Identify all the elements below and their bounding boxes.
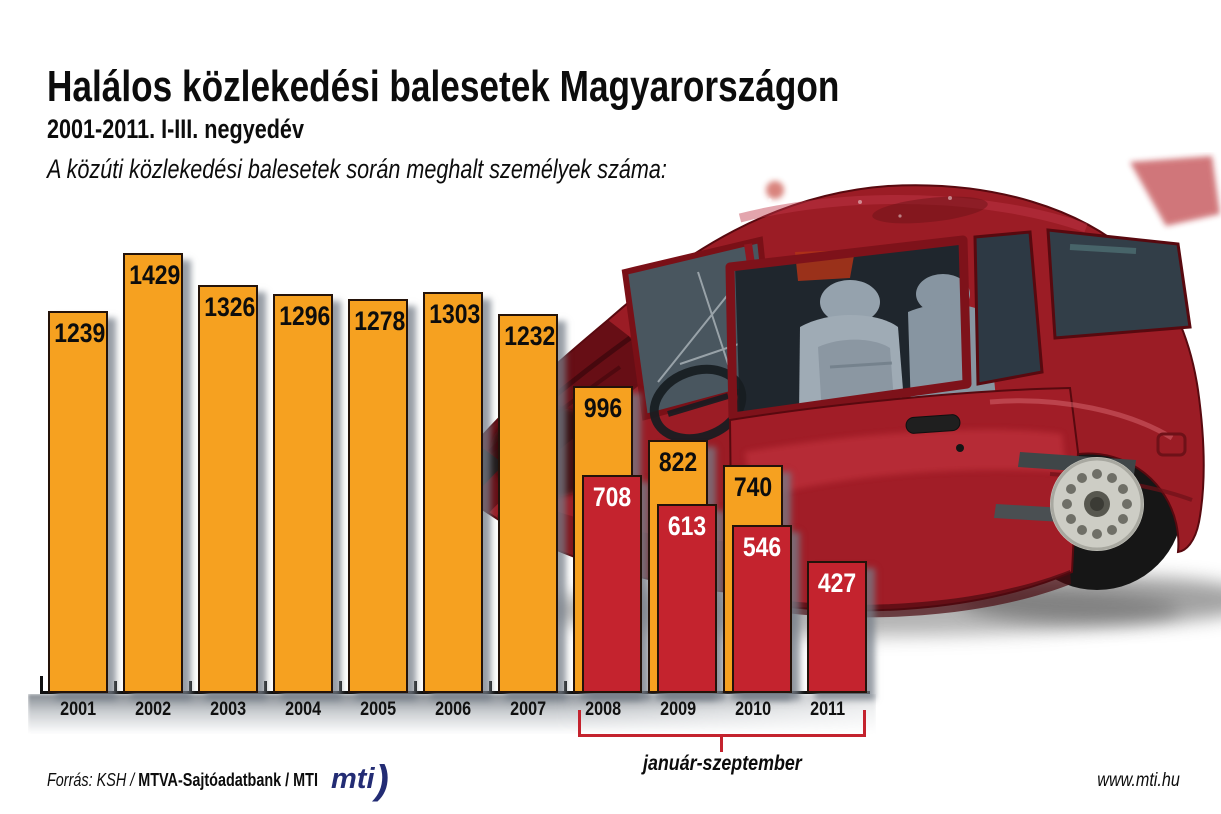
mti-logo: mti) bbox=[331, 758, 389, 802]
chart-ground-shadow bbox=[28, 694, 876, 734]
axis-year-label: 2009 bbox=[660, 699, 696, 720]
source-credit: Forrás: KSH / MTVA-Sajtóadatbank / MTI bbox=[47, 770, 386, 791]
axis-year-label: 2010 bbox=[735, 699, 771, 720]
bar-2010-red-january-september: 546 bbox=[732, 525, 792, 693]
open-door-frame bbox=[725, 235, 972, 422]
bar-2005-orange-full-period: 1278 bbox=[348, 299, 408, 693]
axis-tick bbox=[489, 681, 492, 693]
axis-year-label: 2008 bbox=[585, 699, 621, 720]
car-wheel-rim bbox=[1050, 457, 1144, 551]
bar-value-label: 427 bbox=[817, 568, 857, 598]
bar-2008-red-january-september: 708 bbox=[582, 475, 642, 693]
annotation-bracket-stem bbox=[720, 736, 723, 752]
mti-logo-swoosh-icon: ) bbox=[375, 758, 389, 802]
bar-value-label: 613 bbox=[667, 511, 707, 541]
bar-value-label: 996 bbox=[583, 393, 623, 423]
bar-2011-red-january-september: 427 bbox=[807, 561, 867, 693]
bar-2006-orange-full-period: 1303 bbox=[423, 292, 483, 693]
bar-value-label: 1232 bbox=[504, 321, 556, 351]
debris bbox=[1130, 156, 1220, 226]
page-subtitle: 2001-2011. I-III. negyedév bbox=[47, 114, 304, 144]
website-url: www.mti.hu bbox=[1097, 770, 1180, 791]
bar-value-label: 708 bbox=[592, 482, 632, 512]
axis-tick bbox=[564, 681, 567, 693]
bar-2007-orange-full-period: 1232 bbox=[498, 314, 558, 693]
axis-year-label: 2004 bbox=[285, 699, 321, 720]
bar-value-label: 1239 bbox=[54, 318, 106, 348]
steering-wheel bbox=[649, 364, 747, 444]
axis-tick bbox=[264, 681, 267, 693]
bar-2001-orange-full-period: 1239 bbox=[48, 311, 108, 693]
quarter-window bbox=[973, 230, 1044, 386]
axis-tick bbox=[414, 681, 417, 693]
bar-value-label: 1326 bbox=[204, 292, 256, 322]
axis-year-label: 2007 bbox=[510, 699, 546, 720]
bar-2003-orange-full-period: 1326 bbox=[198, 285, 258, 693]
axis-year-label: 2003 bbox=[210, 699, 246, 720]
bar-value-label: 740 bbox=[733, 472, 773, 502]
annotation-bracket bbox=[578, 710, 866, 737]
chart-description: A közúti közlekedési balesetek során meg… bbox=[47, 154, 667, 184]
bar-2009-red-january-september: 613 bbox=[657, 504, 717, 693]
bar-value-label: 1303 bbox=[429, 299, 481, 329]
source-prefix: Forrás: KSH / bbox=[47, 770, 139, 790]
rear-side-window bbox=[1046, 228, 1192, 340]
axis-year-label: 2001 bbox=[60, 699, 96, 720]
axis-tick bbox=[40, 676, 43, 693]
bar-value-label: 822 bbox=[658, 447, 698, 477]
roof-dent bbox=[872, 196, 988, 224]
bar-value-label: 1429 bbox=[129, 260, 181, 290]
bar-value-label: 1296 bbox=[279, 301, 331, 331]
source-agencies: MTVA-Sajtóadatbank / MTI bbox=[138, 770, 318, 790]
axis-tick bbox=[189, 681, 192, 693]
axis-year-label: 2011 bbox=[810, 699, 846, 720]
annotation-label: január-szeptember bbox=[642, 752, 802, 775]
bar-2004-orange-full-period: 1296 bbox=[273, 294, 333, 693]
axis-tick bbox=[339, 681, 342, 693]
axis-tick bbox=[114, 681, 117, 693]
page-title: Halálos közlekedési balesetek Magyarorsz… bbox=[47, 62, 840, 111]
fuel-door bbox=[1156, 432, 1187, 457]
bar-value-label: 1278 bbox=[354, 306, 406, 336]
bar-value-label: 546 bbox=[742, 532, 782, 562]
bar-2002-orange-full-period: 1429 bbox=[123, 253, 183, 693]
axis-year-label: 2002 bbox=[135, 699, 171, 720]
door-handle bbox=[905, 414, 961, 434]
axis-year-label: 2005 bbox=[360, 699, 396, 720]
axis-year-label: 2006 bbox=[435, 699, 471, 720]
